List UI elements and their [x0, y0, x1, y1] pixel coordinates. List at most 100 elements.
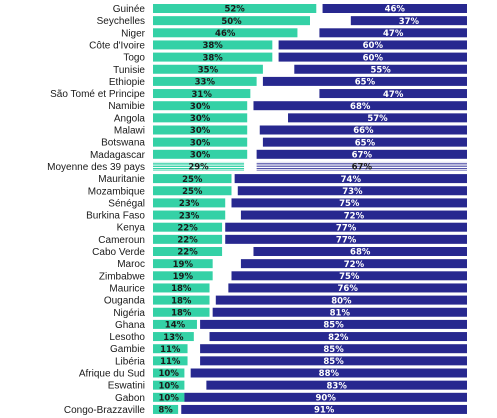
bar-right	[288, 113, 467, 123]
data-label-left: 33%	[195, 78, 216, 88]
data-label-left: 8%	[158, 406, 173, 416]
bar-right	[225, 234, 467, 244]
data-label-right: 73%	[342, 187, 363, 197]
data-label-left: 31%	[191, 90, 212, 100]
data-label-right: 46%	[385, 5, 406, 15]
data-label-left: 50%	[221, 17, 242, 27]
data-label-left: 25%	[182, 175, 203, 185]
bar-left	[153, 161, 245, 171]
bar-left	[153, 271, 213, 281]
category-label: Congo-Brazzaville	[64, 405, 146, 416]
bar-right	[225, 222, 467, 232]
bar-right	[215, 295, 467, 305]
category-label: Gabon	[115, 393, 145, 404]
bar-right	[253, 101, 467, 111]
category-label: Niger	[121, 28, 146, 39]
data-label-right: 74%	[341, 175, 362, 185]
category-label: Togo	[123, 53, 145, 64]
bar-right	[200, 319, 467, 329]
bar-left	[153, 16, 310, 26]
category-label: Mozambique	[88, 186, 146, 197]
category-label: Eswatini	[108, 381, 145, 392]
data-label-left: 38%	[202, 41, 223, 51]
data-label-right: 60%	[363, 53, 384, 63]
bar-left	[153, 234, 223, 244]
data-label-left: 19%	[173, 272, 194, 282]
data-label-left: 14%	[165, 321, 186, 331]
bar-right	[256, 149, 467, 159]
data-label-left: 18%	[171, 296, 192, 306]
bar-right	[256, 161, 467, 171]
data-label-left: 10%	[159, 394, 180, 404]
bar-right	[209, 332, 467, 342]
bar-left	[153, 392, 185, 402]
data-label-right: 60%	[363, 41, 384, 51]
bar-right	[278, 52, 467, 62]
category-label: Madagascar	[90, 150, 146, 161]
bar-right	[200, 356, 467, 366]
data-label-left: 10%	[159, 369, 180, 379]
data-label-right: 47%	[383, 29, 404, 39]
bar-right	[319, 89, 467, 99]
bar-right	[184, 392, 467, 402]
category-label: Afrique du Sud	[79, 369, 145, 380]
data-label-right: 57%	[367, 114, 388, 124]
data-label-right: 81%	[330, 308, 351, 318]
data-label-right: 55%	[370, 65, 391, 75]
bar-right	[237, 186, 467, 196]
data-label-right: 66%	[353, 126, 374, 136]
data-label-right: 88%	[319, 369, 340, 379]
category-label: Cameroun	[98, 235, 145, 246]
bar-left	[153, 380, 185, 390]
category-label: Zimbabwe	[99, 271, 146, 282]
category-label: Maroc	[117, 259, 145, 270]
bar-left	[153, 356, 188, 366]
data-label-left: 18%	[171, 308, 192, 318]
data-label-right: 76%	[338, 284, 359, 294]
category-label: Mauritanie	[98, 174, 145, 185]
bar-right	[262, 76, 467, 86]
category-label: Kenya	[117, 223, 146, 234]
category-label: Moyenne des 39 pays	[47, 162, 145, 173]
category-label: Libéria	[115, 356, 145, 367]
bar-right	[262, 137, 467, 147]
data-label-left: 23%	[179, 211, 200, 221]
bar-left	[153, 259, 213, 269]
bar-left	[153, 149, 248, 159]
data-label-left: 30%	[190, 114, 211, 124]
bar-right	[253, 247, 467, 256]
data-label-left: 18%	[171, 284, 192, 294]
bar-right	[231, 271, 467, 281]
data-label-right: 75%	[339, 199, 360, 209]
data-label-right: 47%	[383, 90, 404, 100]
bar-right	[228, 283, 467, 293]
category-label: Côte d'Ivoire	[89, 40, 145, 51]
bar-left	[153, 332, 194, 342]
bar-right	[278, 40, 467, 50]
data-label-right: 91%	[314, 406, 335, 416]
bar-right	[322, 4, 467, 13]
bar-right	[231, 198, 467, 208]
bar-left	[153, 319, 197, 329]
data-label-left: 52%	[224, 5, 245, 15]
bar-right	[190, 368, 467, 378]
data-label-left: 30%	[190, 138, 211, 148]
bar-left	[153, 64, 263, 74]
category-label: Botswana	[101, 138, 145, 149]
category-label: Cabo Verde	[92, 247, 145, 258]
data-label-left: 38%	[202, 53, 223, 63]
category-label: Nigéria	[113, 308, 145, 319]
data-label-right: 37%	[399, 17, 420, 27]
data-label-left: 19%	[173, 260, 194, 270]
bar-left	[153, 52, 273, 62]
bar-left	[153, 113, 248, 123]
category-label: Burkina Faso	[86, 211, 145, 222]
data-label-left: 25%	[182, 187, 203, 197]
category-label: Ethiopie	[109, 77, 146, 88]
data-label-right: 65%	[355, 78, 376, 88]
bar-left	[153, 40, 273, 50]
bar-left	[153, 307, 210, 317]
data-label-right: 80%	[331, 296, 352, 306]
bar-right	[259, 125, 467, 135]
